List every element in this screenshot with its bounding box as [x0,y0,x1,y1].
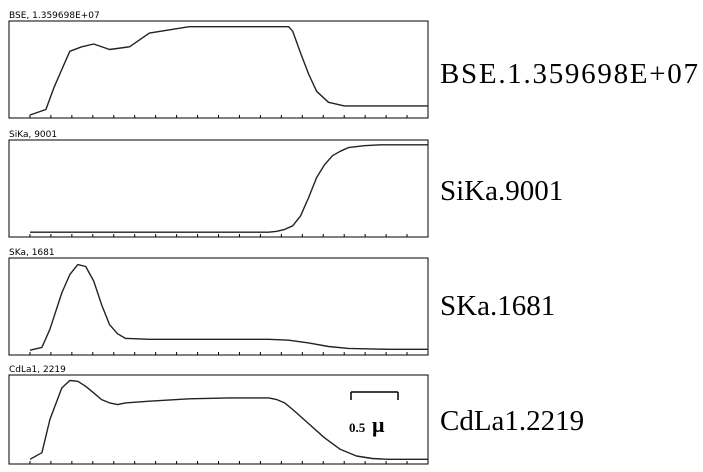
scale-bar-unit: μ [372,412,385,437]
panel-frame [8,20,429,119]
panel-side-label: CdLa1.2219 [440,405,584,437]
panel-1: BSE, 1.359698E+07 BSE.1.359698E+07 [8,11,698,119]
panel-4: CdLa1, 2219 CdLa1.2219 [8,365,584,465]
panel-header-label: BSE, 1.359698E+07 [9,11,100,21]
x-ticks [8,234,429,237]
panel-3: SKa, 1681 SKa.1681 [8,248,555,356]
series-line [30,144,428,233]
panel-header-label: SiKa, 9001 [9,130,57,140]
x-ticks [8,352,429,355]
series-line [29,26,428,116]
panel-header-label: CdLa1, 2219 [9,365,66,375]
panel-2: SiKa, 9001 SiKa.9001 [8,130,563,238]
x-ticks [8,461,429,464]
panel-side-label: SKa.1681 [440,290,555,322]
series-line [29,379,428,460]
panel-frame [8,139,429,238]
scale-bar: 0.5 μ [349,391,399,437]
scale-bar-value: 0.5 [349,420,366,435]
series-line [29,263,428,351]
panel-header-label: SKa, 1681 [9,248,55,258]
x-ticks [8,115,429,118]
panel-side-label: SiKa.9001 [440,175,563,207]
panel-side-label: BSE.1.359698E+07 [440,58,698,90]
